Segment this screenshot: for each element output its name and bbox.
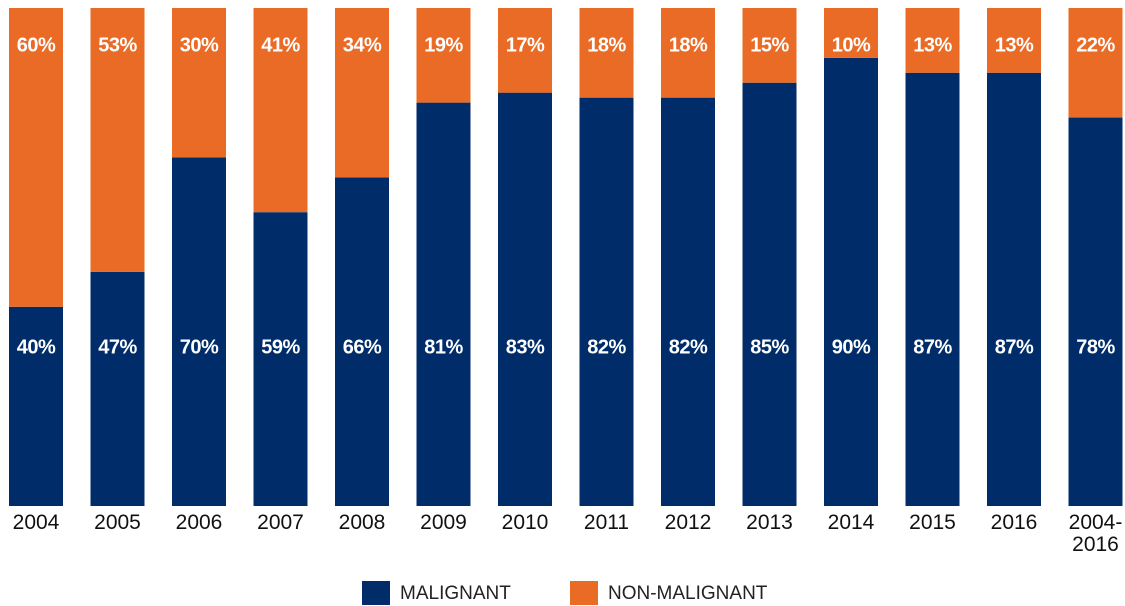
bar-segment: [579, 97, 634, 506]
value-label: 85%: [750, 336, 789, 358]
x-tick-label: 2016: [990, 511, 1038, 534]
bar-segment: [172, 157, 226, 506]
value-label: 41%: [261, 34, 300, 56]
value-label: 81%: [424, 336, 463, 358]
legend-label: MALIGNANT: [400, 583, 511, 604]
value-label: 18%: [669, 34, 708, 56]
value-label: 53%: [98, 34, 137, 56]
bar-segment: [824, 8, 878, 58]
value-label: 87%: [995, 336, 1034, 358]
value-label: 83%: [506, 336, 545, 358]
bar-segment: [661, 8, 715, 98]
bar-segment: [987, 8, 1041, 73]
bar-segment: [824, 57, 878, 507]
x-tick-label: 2006: [175, 511, 223, 534]
value-label: 10%: [832, 34, 871, 56]
bar-segment: [905, 72, 960, 507]
value-label: 82%: [587, 336, 626, 358]
value-label: 19%: [424, 34, 463, 56]
bar-segment: [335, 177, 389, 506]
bar-segment: [253, 8, 308, 213]
bar-segment: [742, 8, 797, 83]
value-label: 30%: [180, 34, 219, 56]
x-tick-label: 2015: [909, 511, 956, 534]
value-label: 13%: [995, 34, 1034, 56]
x-tick-label: 2004-2016: [1068, 511, 1123, 556]
bar-segment: [1068, 8, 1123, 118]
bar-segment: [416, 8, 471, 103]
bar-segment: [498, 92, 552, 506]
value-label: 70%: [180, 336, 219, 358]
value-label: 59%: [261, 336, 300, 358]
bar-segment: [905, 8, 960, 73]
bar-segment: [498, 8, 552, 93]
bar-segment: [661, 97, 715, 506]
legend-swatch: [570, 581, 598, 605]
bar-segment: [90, 8, 145, 272]
bar-segment: [253, 212, 308, 506]
legend-label: NON-MALIGNANT: [608, 583, 768, 604]
value-label: 17%: [506, 34, 545, 56]
value-label: 66%: [343, 336, 382, 358]
value-label: 78%: [1076, 336, 1115, 358]
bar-segment: [742, 82, 797, 506]
value-label: 90%: [832, 336, 871, 358]
bar-segment: [90, 271, 145, 506]
value-label: 82%: [669, 336, 708, 358]
x-tick-label: 2010: [501, 511, 549, 534]
x-tick-label: 2012: [664, 511, 712, 534]
bar-segment: [579, 8, 634, 98]
value-label: 15%: [750, 34, 789, 56]
x-tick-label: 2004: [12, 511, 60, 534]
x-tick-label: 2014: [827, 511, 875, 534]
bar-segment: [416, 102, 471, 507]
value-label: 47%: [98, 336, 137, 358]
bar-segment: [9, 306, 63, 506]
x-tick-label: 2013: [746, 511, 793, 534]
bar-segment: [1068, 117, 1123, 506]
x-tick-label: 2005: [94, 511, 141, 534]
value-label: 18%: [587, 34, 626, 56]
value-label: 13%: [913, 34, 952, 56]
bar-segment: [172, 8, 226, 158]
value-label: 34%: [343, 34, 382, 56]
value-label: 40%: [17, 336, 56, 358]
x-tick-label: 2009: [420, 511, 467, 534]
value-label: 87%: [913, 336, 952, 358]
bar-segment: [987, 72, 1041, 507]
value-label: 22%: [1076, 34, 1115, 56]
bar-segment: [335, 8, 389, 178]
x-tick-label: 2011: [583, 511, 630, 534]
bar-segment: [9, 8, 63, 307]
x-tick-label: 2007: [257, 511, 304, 534]
value-label: 60%: [17, 34, 56, 56]
legend-swatch: [362, 581, 390, 605]
x-tick-label: 2008: [338, 511, 386, 534]
